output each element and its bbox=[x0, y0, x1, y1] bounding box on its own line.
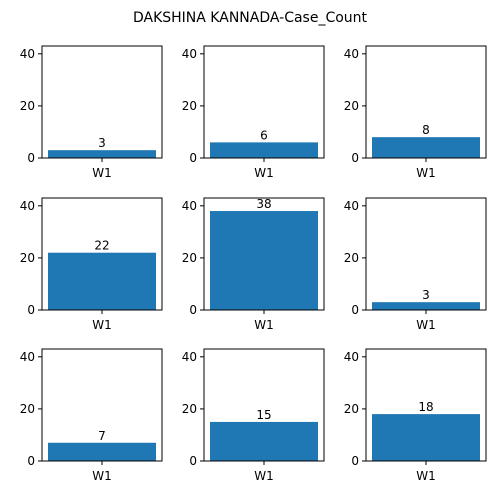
bar-W1 bbox=[210, 142, 318, 158]
y-tick-label: 40 bbox=[344, 47, 359, 61]
subplot-7: 7 0 20 40 W1 bbox=[20, 348, 163, 483]
bar-value-label: 18 bbox=[418, 400, 433, 414]
bar-value-label: 15 bbox=[256, 408, 271, 422]
x-tick-label: W1 bbox=[416, 166, 436, 180]
subplot-2: 6 0 20 40 W1 bbox=[182, 45, 325, 180]
subplot-1: 3 0 20 40 W1 bbox=[20, 45, 163, 180]
y-tick-label: 0 bbox=[27, 303, 35, 317]
y-tick-label: 40 bbox=[20, 350, 35, 364]
axes-frame bbox=[365, 45, 487, 159]
y-tick-label: 20 bbox=[344, 99, 359, 113]
y-tick-label: 40 bbox=[20, 199, 35, 213]
axes-frame bbox=[41, 348, 163, 462]
subplot-6: 3 0 20 40 W1 bbox=[344, 197, 487, 332]
axes-frame bbox=[365, 348, 487, 462]
bar-value-label: 3 bbox=[98, 136, 106, 150]
bar-W1 bbox=[48, 150, 156, 158]
axes-frame bbox=[365, 197, 487, 311]
bar-W1 bbox=[48, 252, 156, 310]
y-tick-label: 0 bbox=[351, 454, 359, 468]
y-tick-label: 40 bbox=[182, 199, 197, 213]
y-tick-label: 20 bbox=[344, 402, 359, 416]
y-tick-label: 20 bbox=[20, 402, 35, 416]
x-tick-label: W1 bbox=[254, 166, 274, 180]
y-tick-label: 40 bbox=[344, 199, 359, 213]
bar-value-label: 3 bbox=[422, 288, 430, 302]
y-tick-label: 20 bbox=[182, 99, 197, 113]
y-tick-label: 0 bbox=[189, 151, 197, 165]
x-tick-label: W1 bbox=[92, 166, 112, 180]
y-tick-label: 0 bbox=[27, 151, 35, 165]
axes-frame bbox=[203, 348, 325, 462]
y-tick-label: 0 bbox=[27, 454, 35, 468]
bar-W1 bbox=[372, 302, 480, 310]
x-tick-label: W1 bbox=[416, 318, 436, 332]
subplot-grid: 3 0 20 40 W1 6 0 20 40 W1 8 0 20 40 W1 22 0 20 40 W1 38 0 20 40… bbox=[20, 45, 487, 483]
subplot-5: 38 0 20 40 W1 bbox=[182, 197, 325, 332]
subplot-9: 18 0 20 40 W1 bbox=[344, 348, 487, 483]
y-tick-label: 20 bbox=[20, 99, 35, 113]
y-tick-label: 20 bbox=[20, 251, 35, 265]
bar-value-label: 22 bbox=[94, 239, 109, 253]
bar-value-label: 7 bbox=[98, 429, 106, 443]
x-tick-label: W1 bbox=[254, 469, 274, 483]
subplot-3: 8 0 20 40 W1 bbox=[344, 45, 487, 180]
y-tick-label: 40 bbox=[344, 350, 359, 364]
bar-W1 bbox=[48, 442, 156, 461]
y-tick-label: 20 bbox=[182, 402, 197, 416]
figure-title: DAKSHINA KANNADA-Case_Count bbox=[133, 10, 368, 26]
axes-frame bbox=[203, 45, 325, 159]
x-tick-label: W1 bbox=[92, 469, 112, 483]
y-tick-label: 0 bbox=[351, 151, 359, 165]
bar-W1 bbox=[372, 137, 480, 158]
bar-value-label: 38 bbox=[256, 197, 271, 211]
bar-W1 bbox=[210, 211, 318, 310]
subplot-4: 22 0 20 40 W1 bbox=[20, 197, 163, 332]
y-tick-label: 20 bbox=[344, 251, 359, 265]
y-tick-label: 0 bbox=[189, 454, 197, 468]
axes-frame bbox=[41, 45, 163, 159]
subplot-8: 15 0 20 40 W1 bbox=[182, 348, 325, 483]
y-tick-label: 20 bbox=[182, 251, 197, 265]
x-tick-label: W1 bbox=[416, 469, 436, 483]
y-tick-label: 40 bbox=[182, 47, 197, 61]
y-tick-label: 40 bbox=[182, 350, 197, 364]
x-tick-label: W1 bbox=[92, 318, 112, 332]
axes-frame bbox=[203, 197, 325, 311]
bar-value-label: 8 bbox=[422, 123, 430, 137]
bar-value-label: 6 bbox=[260, 128, 268, 142]
bar-W1 bbox=[210, 421, 318, 461]
y-tick-label: 40 bbox=[20, 47, 35, 61]
x-tick-label: W1 bbox=[254, 318, 274, 332]
axes-frame bbox=[41, 197, 163, 311]
y-tick-label: 0 bbox=[189, 303, 197, 317]
bar-W1 bbox=[372, 414, 480, 461]
y-tick-label: 0 bbox=[351, 303, 359, 317]
